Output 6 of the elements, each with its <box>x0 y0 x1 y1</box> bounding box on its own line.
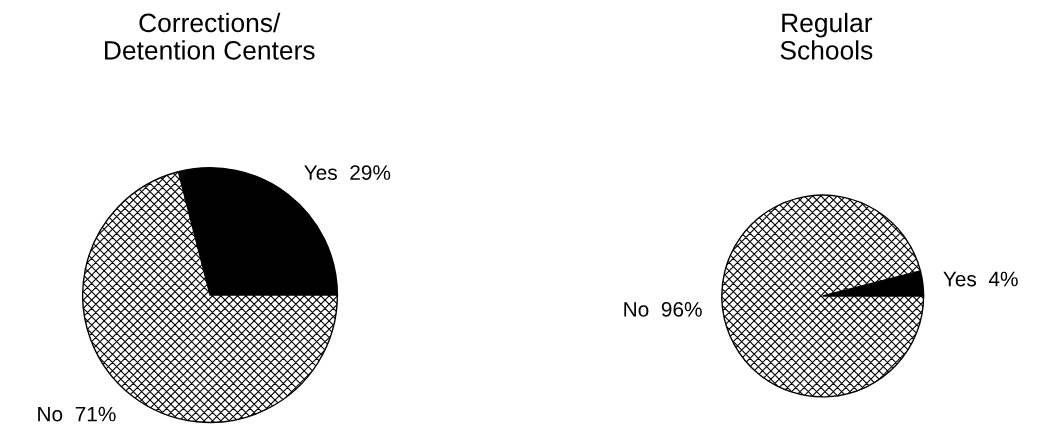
slice-label: No 71% <box>38 406 116 422</box>
slice-label: Yes 4% <box>943 271 1018 287</box>
slice-label: Yes 29% <box>304 165 391 180</box>
chart-title: Regular Schools <box>780 12 873 60</box>
slice-label: No 96% <box>624 301 702 317</box>
chart-title: Corrections/ Detention Centers <box>105 12 315 60</box>
